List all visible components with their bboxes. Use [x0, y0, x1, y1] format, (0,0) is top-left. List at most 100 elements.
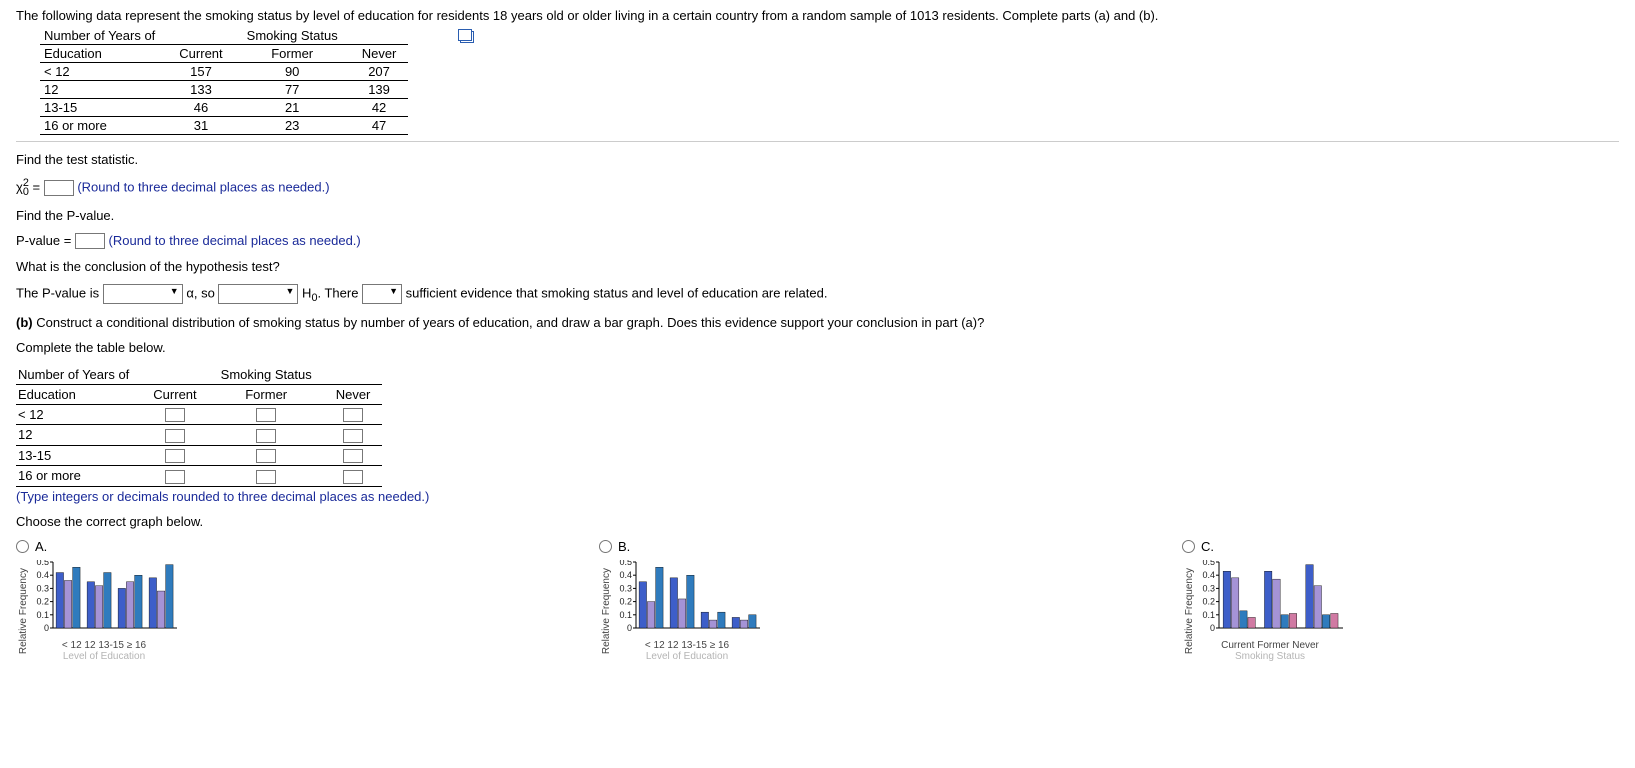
choose-text: Choose the correct graph below. [16, 514, 1619, 529]
cell: 46 [167, 99, 234, 117]
col-header: Current [141, 384, 208, 404]
complete-text: Complete the table below. [16, 340, 1619, 355]
radio-b[interactable] [599, 540, 612, 553]
svg-text:0.4: 0.4 [619, 570, 632, 580]
question-text: Find the P-value. [16, 208, 1619, 223]
cell-input[interactable] [165, 449, 185, 463]
cell-input[interactable] [165, 429, 185, 443]
cell-input[interactable] [256, 470, 276, 484]
svg-text:0.3: 0.3 [619, 583, 632, 593]
cell-input[interactable] [165, 408, 185, 422]
svg-text:0.1: 0.1 [36, 610, 49, 620]
row-label: 16 or more [16, 466, 141, 487]
cell: 42 [350, 99, 409, 117]
table-row: 16 or more312347 [40, 117, 486, 135]
radio-c[interactable] [1182, 540, 1195, 553]
col-header: Number of Years of [16, 365, 141, 385]
cell: 16 or more [40, 117, 167, 135]
svg-text:0.3: 0.3 [1202, 583, 1215, 593]
table-row: 13-15 [16, 445, 382, 466]
radio-a[interactable] [16, 540, 29, 553]
svg-text:0.1: 0.1 [619, 610, 632, 620]
option-label: C. [1201, 539, 1214, 554]
conclusion-row: The P-value is α, so H0. There sufficien… [16, 284, 1619, 304]
svg-text:0.2: 0.2 [619, 596, 632, 606]
col-header: Current [167, 45, 234, 63]
y-axis-label: Relative Frequency [1182, 568, 1195, 654]
row-label: < 12 [16, 404, 141, 425]
part-b-text: (b) Construct a conditional distribution… [16, 315, 1619, 330]
col-header: Former [235, 45, 350, 63]
table-row: 13-15462142 [40, 99, 486, 117]
conditional-table: Number of Years of Smoking Status Educat… [16, 365, 382, 487]
question-text: What is the conclusion of the hypothesis… [16, 259, 1619, 274]
choice-c: C. Relative Frequency 00.10.20.30.40.5 C… [1182, 539, 1345, 662]
col-header: Number of Years of [40, 27, 167, 45]
table-row: < 12 [16, 404, 382, 425]
svg-text:0.2: 0.2 [1202, 596, 1215, 606]
cell-input[interactable] [256, 429, 276, 443]
svg-text:0.3: 0.3 [36, 583, 49, 593]
x-axis-label: Level of Education [612, 651, 762, 662]
svg-text:0.1: 0.1 [1202, 610, 1215, 620]
cell: 207 [350, 63, 409, 81]
svg-text:0: 0 [44, 623, 49, 633]
svg-text:0.5: 0.5 [1202, 560, 1215, 567]
question-text: Find the test statistic. [16, 152, 1619, 167]
row-label: 12 [16, 425, 141, 446]
bar-chart-c: 0 0.1 0.2 0.3 0.4 0.5 [1195, 560, 1345, 640]
svg-text:0.2: 0.2 [36, 596, 49, 606]
cell-input[interactable] [343, 449, 363, 463]
cell: 90 [235, 63, 350, 81]
pvalue-row: P-value = (Round to three decimal places… [16, 233, 1619, 250]
col-header: Education [40, 45, 167, 63]
cell-input[interactable] [343, 470, 363, 484]
col-header: Former [209, 384, 324, 404]
cell-input[interactable] [165, 470, 185, 484]
option-label: A. [35, 539, 47, 554]
bar-chart-b: 0 0.1 0.2 0.3 0.4 0.5 [612, 560, 762, 640]
svg-text:0.4: 0.4 [1202, 570, 1215, 580]
reject-select[interactable] [218, 284, 298, 304]
option-label: B. [618, 539, 630, 554]
col-header: Never [350, 45, 409, 63]
type-note: (Type integers or decimals rounded to th… [16, 489, 1619, 504]
table-row: < 1215790207 [40, 63, 486, 81]
cell-input[interactable] [256, 449, 276, 463]
cell: 23 [235, 117, 350, 135]
x-axis-label: Level of Education [29, 651, 179, 662]
sufficient-select[interactable] [362, 284, 402, 304]
svg-text:0.5: 0.5 [36, 560, 49, 567]
pvalue-input[interactable] [75, 233, 105, 249]
copy-icon[interactable] [460, 31, 474, 43]
cell: 21 [235, 99, 350, 117]
y-axis-label: Relative Frequency [599, 568, 612, 654]
cell-input[interactable] [256, 408, 276, 422]
svg-text:0: 0 [1210, 623, 1215, 633]
svg-text:0.5: 0.5 [619, 560, 632, 567]
cell-input[interactable] [343, 429, 363, 443]
cell-input[interactable] [343, 408, 363, 422]
cell: 133 [167, 81, 234, 99]
bar-chart-a: 0 0.1 0.2 0.3 0.4 0.5 [29, 560, 179, 640]
cell: 12 [40, 81, 167, 99]
table-row: 12 [16, 425, 382, 446]
choice-a: A. Relative Frequency 00.10.20.30.40.5 <… [16, 539, 179, 662]
col-header: Smoking Status [235, 27, 350, 45]
problem-statement: The following data represent the smoking… [16, 8, 1619, 23]
svg-text:0: 0 [627, 623, 632, 633]
svg-text:0.4: 0.4 [36, 570, 49, 580]
choice-b: B. Relative Frequency 00.10.20.30.40.5 <… [599, 539, 762, 662]
pvalue-compare-select[interactable] [103, 284, 183, 304]
col-header: Education [16, 384, 141, 404]
cell: 139 [350, 81, 409, 99]
col-header: Never [324, 384, 383, 404]
y-axis-label: Relative Frequency [16, 568, 29, 654]
cell: 31 [167, 117, 234, 135]
cell: 13-15 [40, 99, 167, 117]
cell: 77 [235, 81, 350, 99]
cell: 47 [350, 117, 409, 135]
chi-square-input[interactable] [44, 180, 74, 196]
table-row: 16 or more [16, 466, 382, 487]
cell: 157 [167, 63, 234, 81]
